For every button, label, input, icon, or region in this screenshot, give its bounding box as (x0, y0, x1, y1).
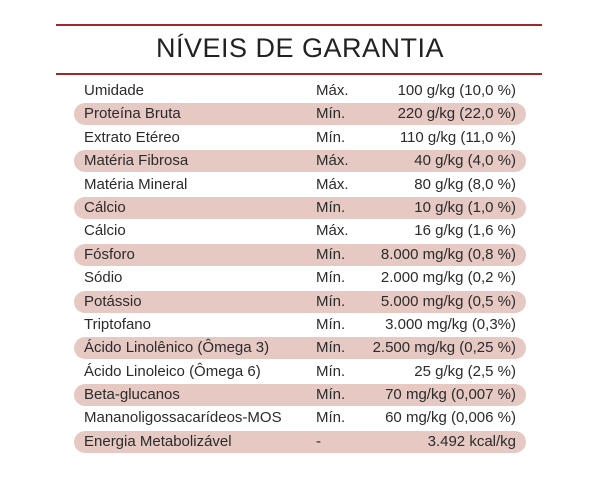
nutrient-name: Proteína Bruta (84, 105, 181, 123)
nutrient-name: Fósforo (84, 245, 135, 263)
nutrient-value: 16 g/kg (1,6 %) (414, 222, 516, 240)
table-row: Proteína Bruta Mín. 220 g/kg (22,0 %) (74, 103, 526, 126)
limit-type: Máx. (316, 222, 349, 240)
table-row: Beta-glucanos Mín. 70 mg/kg (0,007 %) (74, 384, 526, 407)
bottom-divider (56, 73, 542, 75)
limit-type: Mín. (316, 315, 346, 333)
limit-type: Mín. (316, 245, 346, 263)
nutrient-name: Cálcio (84, 198, 126, 216)
nutrient-value: 8.000 mg/kg (0,8 %) (380, 245, 516, 263)
limit-type: Mín. (316, 198, 346, 216)
guarantee-table: Umidade Máx. 100 g/kg (10,0 %) Proteína … (74, 80, 526, 454)
nutrient-value: 3.492 kcal/kg (427, 432, 516, 450)
table-row: Matéria Mineral Máx. 80 g/kg (8,0 %) (74, 174, 526, 196)
nutrient-value: 70 mg/kg (0,007 %) (385, 386, 516, 404)
nutrient-name: Matéria Mineral (84, 175, 188, 193)
nutrient-value: 10 g/kg (1,0 %) (414, 198, 516, 216)
table-row: Energia Metabolizável - 3.492 kcal/kg (74, 430, 526, 453)
nutrient-value: 100 g/kg (10,0 %) (397, 82, 516, 99)
limit-type: Mín. (316, 409, 346, 427)
limit-type: Mín. (316, 105, 346, 123)
limit-type: Mín. (316, 362, 346, 380)
nutrient-value: 110 g/kg (11,0 %) (399, 128, 516, 146)
nutrient-name: Energia Metabolizável (84, 432, 232, 450)
nutrient-name: Beta-glucanos (84, 386, 180, 404)
table-row: Fósforo Mín. 8.000 mg/kg (0,8 %) (74, 243, 526, 266)
nutrient-name: Umidade (84, 82, 145, 99)
table-row: Triptofano Mín. 3.000 mg/kg (0,3%) (74, 314, 526, 336)
limit-type: Mín. (316, 386, 346, 404)
top-divider (56, 24, 542, 26)
table-row: Cálcio Máx. 16 g/kg (1,6 %) (74, 220, 526, 242)
limit-type: Mín. (316, 269, 346, 287)
nutrient-name: Cálcio (84, 222, 126, 240)
nutrient-value: 2.000 mg/kg (0,2 %) (380, 269, 516, 287)
nutrient-name: Ácido Linolênico (Ômega 3) (84, 339, 270, 357)
nutrient-name: Potássio (84, 292, 142, 310)
nutrient-name: Ácido Linoleico (Ômega 6) (84, 362, 261, 380)
limit-type: Mín. (316, 128, 346, 146)
limit-type: - (316, 432, 321, 450)
table-row: Mananoligossacarídeos-MOS Mín. 60 mg/kg … (74, 407, 526, 429)
nutrient-value: 60 mg/kg (0,006 %) (385, 409, 516, 427)
nutrient-value: 220 g/kg (22,0 %) (397, 105, 516, 123)
nutrient-name: Sódio (84, 269, 123, 287)
table-row: Ácido Linolênico (Ômega 3) Mín. 2.500 mg… (74, 337, 526, 360)
nutrient-value: 2.500 mg/kg (0,25 %) (372, 339, 516, 357)
nutrient-value: 40 g/kg (4,0 %) (414, 152, 516, 170)
limit-type: Máx. (316, 175, 349, 193)
limit-type: Máx. (316, 82, 349, 99)
nutrient-name: Triptofano (84, 315, 151, 333)
page-title: NÍVEIS DE GARANTIA (155, 33, 445, 63)
limit-type: Mín. (316, 292, 346, 310)
nutrient-value: 25 g/kg (2,5 %) (414, 362, 516, 380)
table-row: Sódio Mín. 2.000 mg/kg (0,2 %) (74, 267, 526, 289)
limit-type: Mín. (316, 339, 346, 357)
table-row: Ácido Linoleico (Ômega 6) Mín. 25 g/kg (… (74, 361, 526, 383)
table-row: Umidade Máx. 100 g/kg (10,0 %) (74, 80, 526, 102)
table-row: Potássio Mín. 5.000 mg/kg (0,5 %) (74, 290, 526, 313)
nutrient-name: Matéria Fibrosa (84, 152, 189, 170)
nutrient-value: 80 g/kg (8,0 %) (414, 175, 516, 193)
nutrient-value: 5.000 mg/kg (0,5 %) (380, 292, 516, 310)
nutrient-value: 3.000 mg/kg (0,3%) (385, 315, 516, 333)
table-row: Extrato Etéreo Mín. 110 g/kg (11,0 %) (74, 127, 526, 149)
limit-type: Máx. (316, 152, 349, 170)
nutrient-name: Extrato Etéreo (84, 128, 180, 146)
table-row: Matéria Fibrosa Máx. 40 g/kg (4,0 %) (74, 150, 526, 173)
nutrient-name: Mananoligossacarídeos-MOS (84, 409, 282, 427)
table-row: Cálcio Mín. 10 g/kg (1,0 %) (74, 196, 526, 219)
